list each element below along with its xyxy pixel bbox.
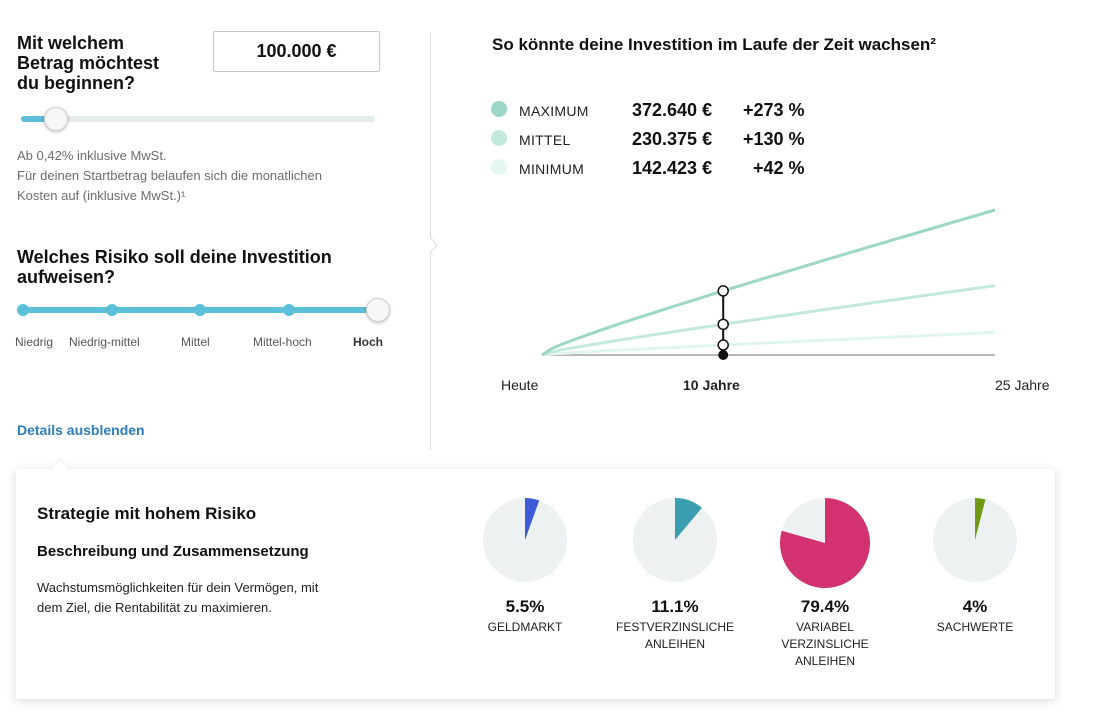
amount-slider-track[interactable] (21, 116, 375, 122)
amount-slider-handle[interactable] (44, 107, 68, 131)
legend-dot-maximum (491, 101, 507, 117)
divider-pointer (429, 236, 438, 254)
legend-change-maximum: +273 % (743, 100, 805, 120)
marker-point-minimum[interactable] (717, 339, 729, 351)
allocation-pie-sachwerte (933, 498, 1017, 582)
strategy-description: Wachstumsmöglichkeiten für dein Vermögen… (37, 580, 319, 615)
allocation-name-geldmarkt: GELDMARKT (487, 620, 563, 634)
allocation-pie-geldmarkt (483, 498, 567, 582)
strategy-title: Strategie mit hohem Risiko (37, 504, 257, 523)
allocation-pct-sachwerte: 4% (962, 597, 988, 616)
card-pointer (50, 460, 70, 470)
risk-label-mittel-hoch[interactable]: Mittel-hoch (253, 335, 312, 349)
x-label-mid: 10 Jahre (683, 377, 740, 393)
risk-step-mittel[interactable] (194, 304, 206, 316)
legend-value-minimum: 142.423 € (632, 158, 713, 178)
allocation-name-festverzinsliche: FESTVERZINSLICHE ANLEIHEN (615, 620, 735, 651)
legend-name-maximum: MAXIMUM (519, 103, 589, 119)
allocation-pct-variabel: 79.4% (800, 597, 850, 616)
legend-change-mittel: +130 % (743, 129, 805, 149)
series-line-maximum (541, 208, 996, 357)
cost-note: Ab 0,42% inklusive MwSt. Für deinen Star… (17, 148, 322, 203)
risk-label-niedrig-mittel[interactable]: Niedrig-mittel (69, 335, 140, 349)
growth-chart (541, 208, 996, 360)
risk-question: Welches Risiko soll deine Investition au… (17, 247, 332, 287)
risk-label-hoch[interactable]: Hoch (353, 335, 383, 349)
series-line-mittel (541, 284, 996, 357)
legend-value-mittel: 230.375 € (632, 129, 713, 149)
allocation-name-variabel: VARIABEL VERZINSLICHE ANLEIHEN (781, 620, 869, 668)
legend-change-minimum: +42 % (753, 158, 805, 178)
pie-slice-variabel (780, 498, 871, 588)
allocation-pie-festverzinsliche (633, 498, 717, 582)
legend-dot-minimum (491, 159, 507, 175)
legend-name-mittel: MITTEL (519, 132, 571, 148)
amount-question: Mit welchem Betrag möchtest du beginnen? (17, 33, 160, 93)
legend-dot-mittel (491, 130, 507, 146)
x-label-start: Heute (501, 377, 539, 393)
marker-point-maximum[interactable] (717, 285, 729, 297)
strategy-subtitle: Beschreibung und Zusammensetzung (37, 543, 309, 560)
pie-slice-festverzinsliche (675, 498, 702, 540)
amount-slider-fill (21, 116, 56, 122)
allocation-name-sachwerte: SACHWERTE (936, 620, 1014, 634)
chart-title: So könnte deine Investition im Laufe der… (492, 35, 936, 54)
marker-point-mittel[interactable] (717, 318, 729, 331)
legend-value-maximum: 372.640 € (632, 100, 713, 120)
legend-name-minimum: MINIMUM (519, 161, 585, 177)
series-line-minimum (541, 330, 996, 357)
x-label-end: 25 Jahre (995, 377, 1050, 393)
risk-label-niedrig[interactable]: Niedrig (15, 335, 54, 349)
risk-step-niedrig[interactable] (17, 304, 29, 316)
amount-input[interactable]: 100.000 € (213, 31, 380, 72)
risk-label-mittel[interactable]: Mittel (181, 335, 210, 349)
risk-slider-handle[interactable] (366, 298, 390, 322)
amount-value: 100.000 € (256, 41, 337, 61)
details-toggle-link[interactable]: Details ausblenden (17, 422, 145, 438)
risk-step-mittel-hoch[interactable] (283, 304, 295, 316)
pie-slice-sachwerte (975, 498, 986, 540)
allocation-pct-geldmarkt: 5.5% (505, 597, 545, 616)
risk-step-niedrig-mittel[interactable] (106, 304, 118, 316)
pie-slice-geldmarkt (525, 498, 540, 540)
allocation-pie-variabel (780, 498, 871, 588)
allocation-pct-festverzinsliche: 11.1% (651, 597, 699, 616)
marker-base-point[interactable] (718, 350, 729, 360)
